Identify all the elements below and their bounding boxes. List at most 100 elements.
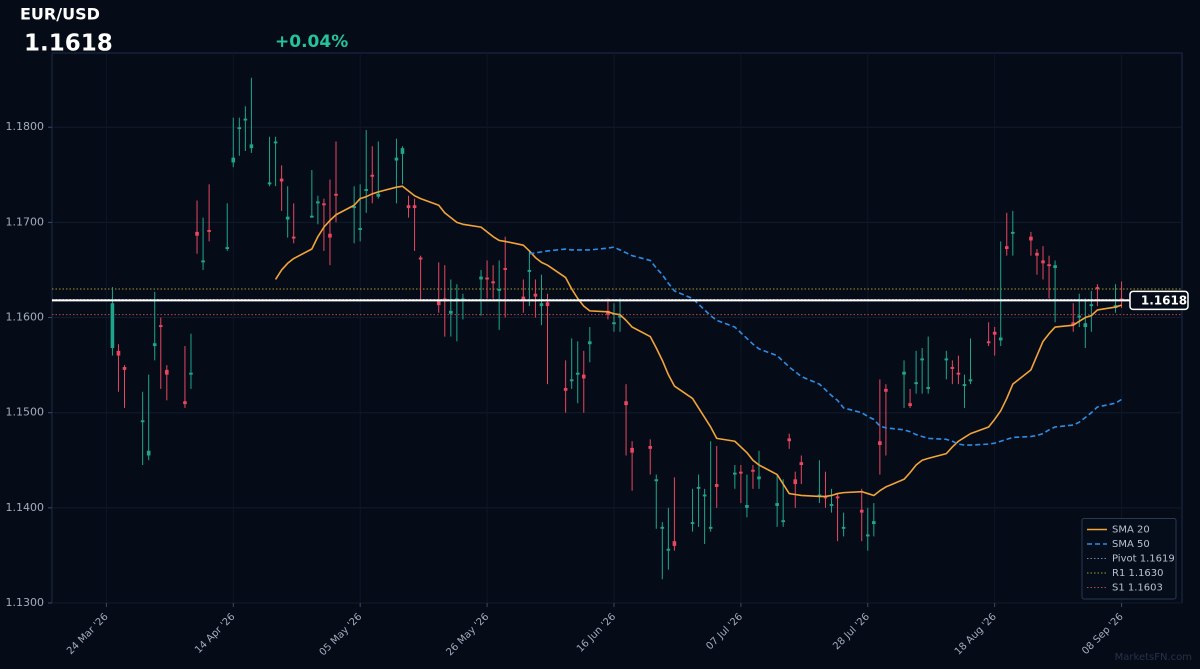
candle-body bbox=[237, 127, 242, 130]
candle-body bbox=[545, 302, 550, 307]
y-tick-label: 1.1400 bbox=[6, 501, 45, 514]
candle-body bbox=[328, 233, 332, 238]
candle-body bbox=[352, 206, 356, 209]
candle-body bbox=[787, 438, 792, 442]
candle-body bbox=[648, 445, 653, 449]
candle-body bbox=[1029, 236, 1033, 241]
candle-body bbox=[285, 216, 290, 220]
candle-body bbox=[926, 386, 931, 389]
candle-body bbox=[569, 379, 574, 382]
candle-body bbox=[902, 371, 906, 375]
candle-body bbox=[521, 296, 526, 301]
candle-body bbox=[231, 157, 236, 163]
candle-body bbox=[829, 504, 834, 506]
candle-body bbox=[449, 310, 453, 314]
candle-body bbox=[714, 484, 719, 487]
candle-body bbox=[322, 203, 326, 206]
plot-area bbox=[51, 52, 1183, 604]
candle-body bbox=[279, 178, 284, 182]
candle-body bbox=[606, 310, 610, 315]
candle-body bbox=[249, 144, 254, 149]
candle-body bbox=[273, 141, 278, 144]
y-tick-label: 1.1800 bbox=[6, 120, 45, 133]
candle-body bbox=[1053, 265, 1057, 269]
candle-body bbox=[165, 369, 169, 375]
candle-body bbox=[865, 534, 870, 537]
candle-body bbox=[1077, 315, 1082, 318]
candle-body bbox=[654, 479, 659, 482]
candle-body bbox=[660, 526, 665, 529]
legend-label: SMA 50 bbox=[1112, 539, 1150, 550]
legend-box bbox=[1081, 518, 1177, 600]
candle-body bbox=[539, 303, 544, 307]
candle-body bbox=[944, 358, 949, 361]
candle-body bbox=[146, 450, 151, 456]
candle-body bbox=[781, 520, 785, 523]
candle-body bbox=[618, 315, 622, 318]
legend-label: S1 1.1603 bbox=[1112, 583, 1163, 594]
candle-body bbox=[479, 276, 483, 280]
candle-body bbox=[799, 462, 804, 466]
candle-body bbox=[503, 268, 508, 270]
candle-body bbox=[745, 504, 749, 508]
candle-body bbox=[1041, 260, 1045, 264]
candle-body bbox=[485, 277, 489, 280]
sma-line bbox=[274, 185, 1122, 498]
candle-body bbox=[950, 367, 955, 369]
candle-body bbox=[563, 387, 568, 391]
candle-body bbox=[291, 236, 296, 239]
candle-body bbox=[581, 374, 586, 379]
candle-body bbox=[1071, 322, 1076, 326]
candle-body bbox=[696, 486, 701, 489]
candle-body bbox=[986, 341, 991, 344]
candle-body bbox=[956, 372, 961, 375]
candle-body bbox=[370, 174, 375, 177]
candle-body bbox=[702, 494, 707, 497]
candle-body bbox=[267, 182, 272, 185]
candle-body bbox=[152, 343, 157, 347]
candle-body bbox=[140, 420, 145, 423]
candle-body bbox=[183, 401, 187, 405]
candle-body bbox=[575, 372, 580, 375]
candle-body bbox=[630, 447, 634, 453]
candle-body bbox=[733, 472, 737, 475]
candle-body bbox=[376, 193, 381, 197]
candle-body bbox=[116, 350, 121, 356]
candle-body bbox=[992, 331, 997, 335]
candle-body bbox=[497, 288, 501, 291]
candle-body bbox=[666, 548, 671, 551]
candle-body bbox=[1035, 252, 1039, 256]
candle-body bbox=[841, 526, 846, 529]
candle-body bbox=[334, 193, 338, 196]
y-tick-label: 1.1700 bbox=[6, 215, 45, 228]
candle-body bbox=[491, 281, 495, 284]
chart-title: EUR/USD bbox=[20, 5, 100, 24]
candle-body bbox=[793, 479, 798, 485]
candle-body bbox=[775, 503, 779, 506]
candle-body bbox=[1011, 231, 1015, 234]
legend-label: Pivot 1.1619 bbox=[1112, 554, 1175, 565]
candle-body bbox=[310, 215, 314, 218]
price-label-box bbox=[1129, 290, 1189, 311]
candle-body bbox=[1004, 246, 1009, 250]
candle-body bbox=[364, 189, 369, 191]
candle-body bbox=[751, 469, 755, 472]
candle-body bbox=[884, 388, 888, 392]
candle-body bbox=[624, 401, 628, 406]
candle-body bbox=[358, 228, 362, 230]
candle-body bbox=[225, 247, 230, 250]
price-label: 1.1618 bbox=[1141, 293, 1187, 307]
candle-body bbox=[998, 337, 1003, 341]
candle-body bbox=[588, 341, 592, 345]
candle-body bbox=[533, 293, 538, 297]
candle-body bbox=[189, 372, 193, 375]
candle-body bbox=[195, 231, 199, 236]
candle-body bbox=[110, 303, 115, 348]
candle-body bbox=[962, 384, 967, 387]
watermark: MarketsFN.com bbox=[1115, 652, 1192, 663]
candle-body bbox=[207, 229, 211, 232]
legend-label: SMA 20 bbox=[1112, 525, 1150, 536]
candle-body bbox=[400, 148, 405, 154]
candle-body bbox=[394, 157, 399, 161]
